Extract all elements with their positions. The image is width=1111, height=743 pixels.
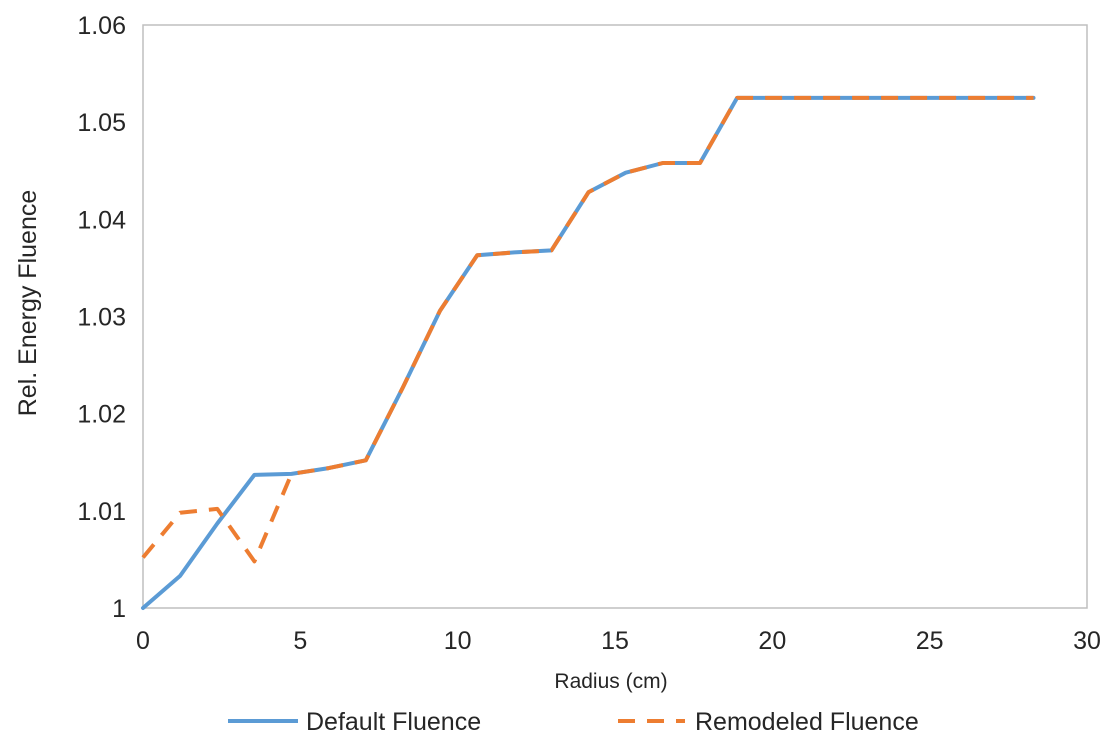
y-tick-label: 1.06 xyxy=(77,12,126,40)
y-tick-label: 1.04 xyxy=(77,206,126,234)
y-tick-label: 1 xyxy=(112,595,126,623)
plot-area-border xyxy=(142,24,1088,609)
series-line-default-fluence xyxy=(141,95,1036,610)
x-tick-label: 15 xyxy=(601,627,629,655)
x-tick-label: 5 xyxy=(293,627,307,655)
legend-label: Default Fluence xyxy=(306,708,481,736)
legend-label: Remodeled Fluence xyxy=(695,708,919,736)
y-tick-label: 1.02 xyxy=(77,401,126,429)
y-tick-label: 1.03 xyxy=(77,304,126,332)
y-tick-label: 1.05 xyxy=(77,109,126,137)
x-tick-label: 30 xyxy=(1073,627,1101,655)
y-tick-label: 1.01 xyxy=(77,498,126,526)
x-tick-label: 20 xyxy=(758,627,786,655)
legend: Default Fluence Remodeled Fluence xyxy=(228,708,919,736)
x-tick-label: 0 xyxy=(136,627,150,655)
x-axis-title: Radius (cm) xyxy=(554,670,667,693)
x-tick-label: 10 xyxy=(444,627,472,655)
y-axis-title: Rel. Energy Fluence xyxy=(14,190,42,417)
x-tick-label: 25 xyxy=(916,627,944,655)
series-line-remodeled-fluence xyxy=(141,95,1034,564)
